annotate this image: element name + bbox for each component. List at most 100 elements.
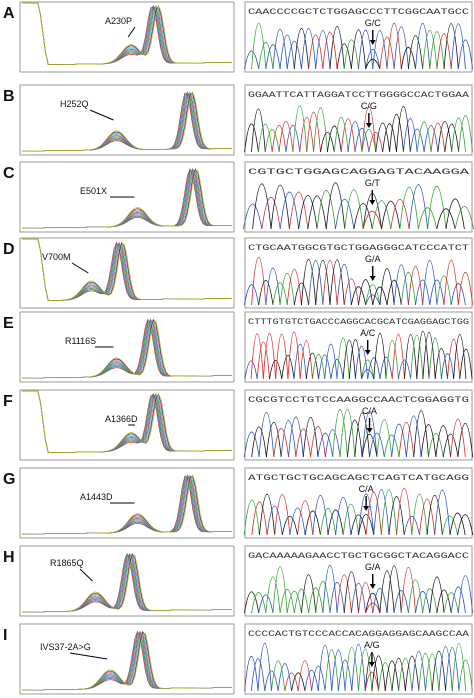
trace-peak	[258, 594, 274, 614]
melt-curve	[22, 474, 233, 535]
trace-peak	[450, 283, 466, 306]
trace-peak	[428, 433, 444, 458]
trace-peak	[351, 643, 366, 692]
trace-peak	[297, 500, 314, 536]
base-change: A/C	[360, 328, 376, 338]
trace-peak	[450, 23, 466, 70]
trace-peak	[281, 515, 298, 536]
trace-peak	[358, 648, 373, 692]
base-change: G/A	[365, 562, 381, 572]
trace-peak	[251, 592, 267, 614]
mutation-label: R1865Q	[50, 558, 84, 568]
melt-plot-frame	[19, 467, 235, 539]
sequence: CTTTGTGTCTGACCCAGGCACGCATCGAGGAGCTGG	[248, 317, 469, 327]
base-change: C/A	[359, 484, 374, 494]
trace-peak	[292, 105, 308, 153]
base-arrowhead	[368, 662, 375, 667]
trace-peak	[371, 655, 386, 692]
trace-peak	[368, 131, 384, 153]
trace-peak	[286, 269, 302, 306]
trace-peak	[318, 354, 332, 380]
trace-peak	[379, 570, 395, 614]
trace-peak	[416, 121, 432, 153]
trace-peak	[264, 129, 280, 153]
trace-peak	[355, 345, 369, 380]
trace-peak	[375, 122, 390, 153]
trace-peak	[322, 564, 338, 614]
trace-peak	[391, 657, 406, 692]
base-arrowhead	[369, 584, 376, 589]
panel: H R1865Q GACAAAAAGAACCTGCTGCGGCTACAGGACCG/…	[3, 545, 473, 617]
trace-peak	[348, 339, 362, 380]
trace-peak	[365, 492, 382, 536]
panel-letter: G	[3, 471, 15, 488]
trace-peak	[270, 184, 290, 230]
trace-peak	[293, 588, 309, 614]
trace-peak	[405, 415, 422, 458]
trace-peak	[350, 286, 367, 306]
trace-peak	[258, 411, 275, 458]
trace-peak	[336, 264, 352, 306]
base-arrowhead	[364, 350, 371, 355]
trace-peak	[372, 286, 388, 306]
melt-curve	[22, 238, 233, 301]
trace-peak	[293, 28, 309, 70]
melt-curve	[22, 238, 233, 301]
trace-peak	[398, 657, 413, 692]
trace-peak	[457, 514, 474, 536]
melt-curve	[22, 554, 233, 613]
melt-plot-frame	[19, 623, 235, 695]
trace-peak	[402, 118, 418, 153]
chromatogram-frame	[244, 161, 473, 233]
trace-peak	[420, 424, 437, 458]
trace-peak	[353, 203, 373, 230]
trace-peak	[382, 123, 397, 153]
trace-peak	[340, 118, 356, 153]
trace-peak	[441, 515, 458, 536]
base-change: G/C	[365, 18, 382, 28]
trace-peak	[419, 498, 436, 536]
trace-peak	[404, 655, 420, 692]
trace-peak	[400, 46, 416, 70]
trace-peak	[435, 425, 451, 458]
trace-peak	[265, 267, 281, 306]
trace-peak	[398, 421, 415, 458]
trace-peak	[259, 494, 276, 536]
trace-peak	[301, 574, 317, 614]
trace-peak	[265, 44, 281, 70]
trace-peak	[325, 182, 346, 230]
mutation-label: A1366D	[105, 414, 138, 424]
trace-peak	[391, 333, 405, 380]
trace-peak	[393, 26, 409, 70]
trace-peak	[320, 508, 337, 536]
trace-peak	[398, 359, 412, 380]
trace-peak	[257, 123, 273, 153]
trace-peak	[302, 417, 319, 458]
sequence: CCCCACTGTCCCACCACAGGAGGAGCAAGCCAA	[248, 629, 470, 639]
trace-peak	[399, 187, 419, 230]
trace-peak	[396, 105, 411, 153]
sequence: CGCGTCCTGTCCAAGGCCAACTCGGAGGTG	[248, 395, 469, 405]
trace-peak	[354, 128, 370, 153]
trace-peak	[330, 359, 344, 380]
trace-peak	[410, 334, 424, 380]
trace-peak	[301, 258, 317, 306]
trace-peak	[327, 125, 342, 153]
trace-peak	[378, 662, 393, 692]
trace-peak	[454, 206, 474, 230]
trace-peak	[331, 650, 346, 692]
trace-peak	[429, 31, 445, 70]
trace-peak	[450, 419, 466, 458]
trace-peak	[280, 420, 297, 458]
trace-peak	[312, 495, 329, 536]
trace-peak	[258, 42, 274, 70]
trace-peak	[365, 284, 381, 306]
trace-peak	[385, 340, 399, 380]
chromatogram-frame	[244, 623, 473, 695]
trace-peak	[324, 343, 338, 380]
trace-peak	[243, 431, 260, 458]
trace-peak	[458, 659, 473, 692]
